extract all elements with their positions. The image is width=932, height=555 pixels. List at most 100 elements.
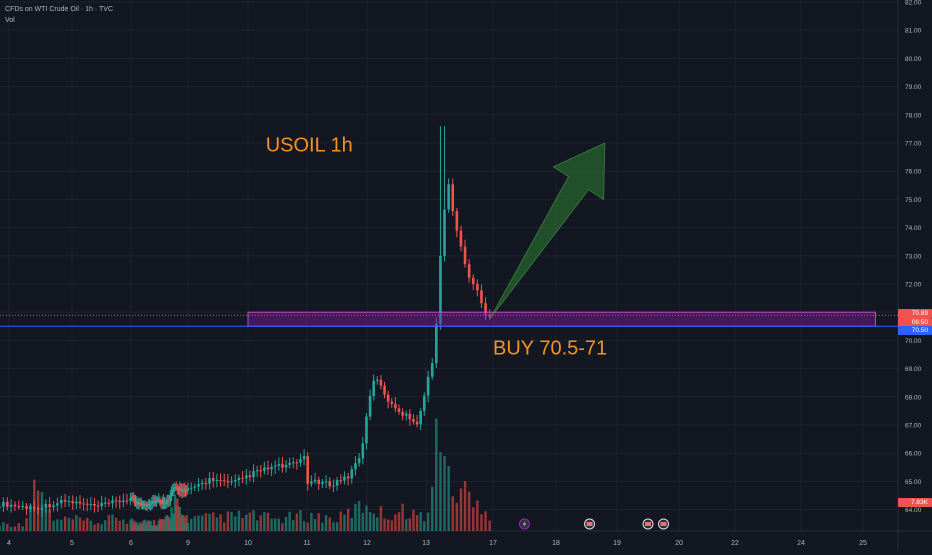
candle <box>75 501 78 504</box>
candle <box>150 502 154 504</box>
volume-bar <box>350 517 353 531</box>
volume-bar <box>379 506 383 531</box>
candle <box>390 401 394 404</box>
candle <box>412 419 415 422</box>
time-axis-label: 4 <box>7 540 11 547</box>
volume-bar <box>107 515 111 531</box>
volume-bar <box>376 517 379 531</box>
chart-header: CFDs on WTI Crude Oil · 1h · TVC Vol <box>5 4 113 26</box>
volume-bar <box>215 517 219 531</box>
volume-bar <box>412 509 415 531</box>
volume-bar <box>484 511 487 531</box>
symbol-title[interactable]: CFDs on WTI Crude Oil · 1h · TVC <box>5 6 114 13</box>
candle <box>9 504 13 507</box>
candle <box>361 443 365 459</box>
candle <box>463 246 467 265</box>
candle <box>103 502 107 504</box>
volume-bar <box>208 513 211 531</box>
time-axis-label: 24 <box>797 540 805 547</box>
candle <box>435 323 438 364</box>
volume-bar <box>266 512 270 531</box>
price-axis-label: 66.00 <box>905 451 922 458</box>
volume-bar <box>186 523 190 531</box>
volume-bar <box>383 518 386 531</box>
volume-bar <box>401 503 404 531</box>
volume-bar <box>204 513 208 531</box>
volume-bar <box>201 515 204 531</box>
candle <box>459 230 463 247</box>
volume-bar <box>71 519 74 531</box>
candle <box>244 475 248 479</box>
volume-bar <box>451 496 454 531</box>
volume-bar <box>52 520 55 531</box>
candle <box>310 481 313 484</box>
volume-indicator-label[interactable]: Vol <box>5 17 15 24</box>
price-axis-label: 78.00 <box>905 112 922 119</box>
candle <box>208 478 211 484</box>
candle <box>164 503 168 505</box>
volume-bar <box>368 512 372 531</box>
candle <box>471 277 475 284</box>
price-axis-label: 69.00 <box>905 366 922 373</box>
volume-bar <box>189 518 193 531</box>
candle <box>324 481 328 483</box>
volume-bar <box>125 523 129 531</box>
time-axis-label: 11 <box>303 540 310 547</box>
price-axis-label: 74.00 <box>905 225 922 232</box>
volume-bar <box>78 517 82 531</box>
candle <box>174 487 178 489</box>
volume-bar <box>372 513 375 531</box>
volume-bar <box>299 510 302 531</box>
candle <box>365 416 368 444</box>
volume-bar <box>270 518 273 531</box>
candle <box>186 488 190 491</box>
annotation-title[interactable]: USOIL 1h <box>266 134 353 156</box>
volume-bar <box>284 517 288 531</box>
candle <box>25 506 28 509</box>
buy-zone-rectangle[interactable] <box>247 311 876 327</box>
volume-bar <box>394 514 397 531</box>
volume-bar <box>390 520 393 531</box>
candle <box>415 421 419 425</box>
volume-bar <box>96 523 100 531</box>
volume-bar <box>248 512 252 531</box>
volume-bar <box>488 520 491 531</box>
annotation-buy-zone[interactable]: BUY 70.5-71 <box>493 338 607 360</box>
candle <box>255 470 259 472</box>
volume-bar <box>328 517 331 531</box>
candle <box>259 470 263 472</box>
volume-bar <box>75 515 78 531</box>
volume-bar <box>44 509 48 531</box>
candle <box>439 256 442 324</box>
volume-bar <box>89 520 93 531</box>
volume-bar <box>397 512 401 531</box>
volume-bar <box>419 512 422 531</box>
candle <box>266 467 270 470</box>
candle <box>357 458 361 464</box>
candle <box>133 497 136 501</box>
candle <box>447 184 450 210</box>
price-axis-label: 77.00 <box>905 141 922 148</box>
candle <box>306 456 310 484</box>
volume-bar <box>273 518 277 531</box>
candle <box>107 502 111 504</box>
flag-glyph <box>660 522 667 526</box>
volume-bar <box>435 418 438 531</box>
candle <box>263 467 266 471</box>
volume-bar <box>245 514 248 531</box>
candle <box>5 501 9 507</box>
price-axis-label: 73.00 <box>905 253 922 260</box>
volume-bar <box>48 509 51 531</box>
up-arrow-drawing[interactable] <box>489 142 606 320</box>
candle <box>295 462 299 464</box>
candle <box>332 485 335 487</box>
candle <box>0 506 1 508</box>
volume-bar <box>259 515 262 531</box>
volume-bar <box>310 512 313 531</box>
time-axis-label: 22 <box>731 540 739 547</box>
time-axis-label: 17 <box>489 540 497 547</box>
volume-bar <box>346 508 350 531</box>
volume-bar <box>86 517 89 531</box>
